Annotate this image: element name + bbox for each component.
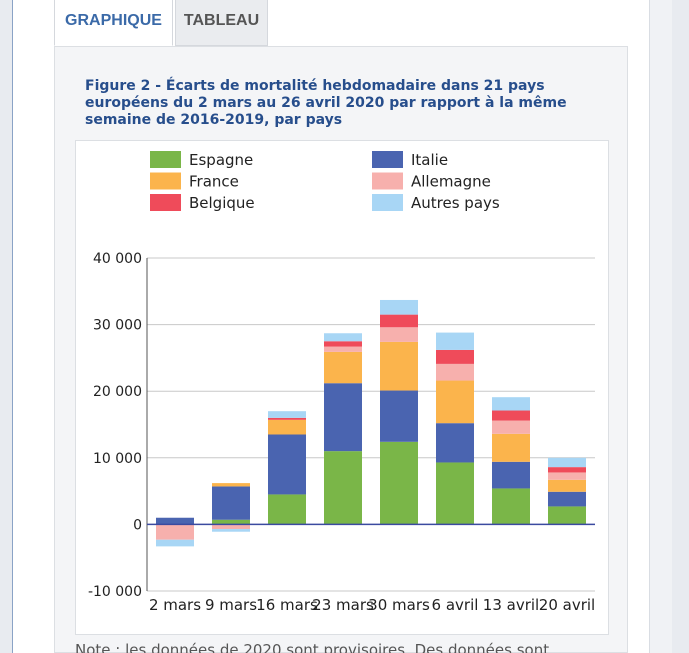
tab-graphique[interactable]: GRAPHIQUE	[54, 0, 173, 46]
bar-segment	[212, 483, 250, 487]
bar-segment	[324, 341, 362, 347]
bar-segment	[324, 383, 362, 452]
page-rail	[649, 0, 672, 653]
bar-segment	[268, 494, 306, 525]
bar-segment	[492, 397, 530, 411]
legend-label: Autres pays	[411, 194, 500, 212]
figure-title: Figure 2 - Écarts de mortalité hebdomada…	[85, 78, 567, 128]
x-tick-label: 2 mars	[149, 596, 201, 614]
bar-segment	[436, 349, 474, 364]
bar-segment	[156, 539, 194, 547]
legend-label: France	[189, 173, 239, 191]
stacked-bar-chart: -10 000 0 10 000 20 000 30 000 40 000 2 mars 9 …	[88, 151, 595, 614]
bar-segment	[380, 341, 418, 391]
y-tick-label: 20 000	[93, 384, 142, 400]
y-tick-label: 40 000	[93, 251, 142, 267]
bar-segment	[548, 506, 586, 525]
bar-segment	[380, 390, 418, 442]
bar-segment	[436, 332, 474, 350]
bar-segment	[548, 491, 586, 507]
bar-segment	[268, 434, 306, 495]
legend-swatch	[372, 172, 403, 190]
bar-segment	[380, 299, 418, 315]
x-tick-label: 20 avril	[539, 596, 595, 614]
legend-swatch	[150, 194, 181, 211]
bar-segment	[492, 433, 530, 462]
bar-segment	[324, 351, 362, 384]
x-tick-label: 23 mars	[312, 596, 374, 614]
chart-container: -10 000 0 10 000 20 000 30 000 40 000 2 mars 9 …	[75, 140, 609, 635]
legend-label: Espagne	[189, 151, 253, 169]
x-tick-label: 16 mars	[256, 596, 318, 614]
bar-segment	[436, 462, 474, 525]
bar-segment	[324, 346, 362, 352]
bar-segment	[492, 410, 530, 421]
bar-segment	[436, 363, 474, 381]
chart-note: Note : les données de 2020 sont provisoi…	[75, 641, 550, 653]
y-tick-label: 10 000	[93, 451, 142, 467]
bar-segment	[492, 420, 530, 434]
bar-segment	[268, 419, 306, 435]
legend-swatch	[150, 151, 181, 168]
bar-segment	[212, 519, 250, 525]
y-tick-label: 0	[133, 517, 142, 533]
x-tick-label: 30 mars	[368, 596, 430, 614]
bar-segment	[548, 467, 586, 473]
legend-label: Belgique	[189, 194, 255, 212]
legend-swatch	[150, 172, 181, 190]
legend-swatch	[372, 151, 403, 168]
bar-segment	[548, 472, 586, 480]
x-tick-label: 6 avril	[432, 596, 479, 614]
bar-segment	[380, 314, 418, 328]
y-tick-label: 30 000	[93, 318, 142, 334]
bar-segment	[548, 479, 586, 492]
bar-segment	[492, 488, 530, 525]
legend-label: Italie	[411, 151, 448, 169]
bar-segment	[212, 524, 250, 530]
bar-segment	[324, 451, 362, 525]
bar-segment	[268, 411, 306, 418]
legend-label: Allemagne	[411, 173, 491, 191]
bar-segment	[548, 457, 586, 468]
bar-segment	[156, 524, 194, 540]
y-tick-label: -10 000	[88, 584, 142, 600]
bar-segment	[268, 417, 306, 420]
legend-swatch	[372, 194, 403, 211]
bar-segment	[436, 423, 474, 463]
bar-segment	[436, 380, 474, 424]
bar-segment	[324, 333, 362, 342]
bar-segment	[380, 441, 418, 525]
bar-segment	[212, 529, 250, 532]
legend: Espagne France Belgique Italie Allemagne Autr…	[150, 151, 500, 212]
bar-segment	[492, 461, 530, 489]
tab-tableau[interactable]: TABLEAU	[175, 0, 268, 46]
x-tick-label: 9 mars	[205, 596, 257, 614]
bar-segment	[380, 327, 418, 342]
bar-segment	[212, 486, 250, 520]
bar-segment	[156, 517, 194, 525]
x-tick-label: 13 avril	[483, 596, 539, 614]
